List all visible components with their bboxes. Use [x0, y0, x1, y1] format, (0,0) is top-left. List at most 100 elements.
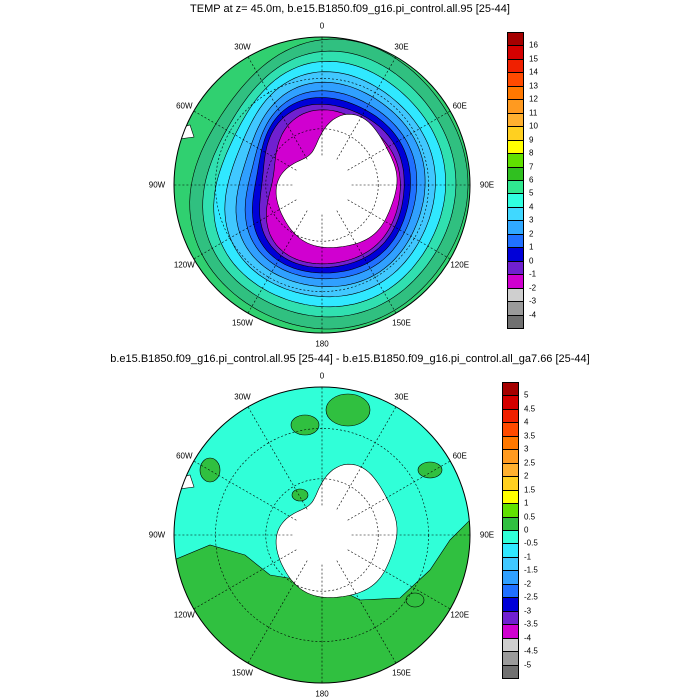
panel2-colorbar-label: 4.5 — [524, 404, 536, 414]
panel1-lon-label: 180 — [315, 339, 329, 349]
panel1-title: TEMP at z= 45.0m, b.e15.B1850.f09_g16.pi… — [190, 3, 510, 15]
panel1-colorbar-label: -1 — [529, 269, 537, 279]
panel2-colorbar-swatch — [502, 435, 519, 451]
panel1-colorbar-swatch — [507, 166, 524, 181]
panel1-colorbar-swatch — [507, 32, 524, 47]
panel1-colorbar-label: 3 — [529, 215, 534, 225]
panel2-positive-patch — [199, 457, 221, 483]
panel1-colorbar-swatch — [507, 287, 524, 303]
panel2-colorbar-label: 0.5 — [524, 512, 536, 522]
panel1-colorbar-label: 16 — [529, 40, 538, 50]
panel2-lon-label: 120E — [450, 610, 470, 619]
panel1-colorbar-swatch — [507, 112, 524, 128]
panel1-colorbar-swatch — [507, 126, 524, 141]
panel2-colorbar-label: 4 — [524, 417, 529, 427]
panel2-colorbar-label: -3.5 — [524, 619, 538, 629]
panel1-colorbar-swatch — [507, 301, 524, 316]
panel2-colorbar-label: -2 — [524, 579, 532, 589]
panel1-lon-label: 120W — [173, 260, 195, 269]
panel1-colorbar-label: 8 — [529, 148, 534, 158]
panel2-colorbar-label: -1.5 — [524, 565, 538, 575]
panel1-lon-label: 60E — [452, 101, 467, 110]
panel2-colorbar-swatch — [502, 597, 519, 612]
panel2-colorbar-label: -1 — [524, 552, 532, 562]
panel1-colorbar-swatch — [507, 274, 524, 289]
panel2-colorbar-swatch — [502, 395, 519, 410]
panel1-south-america-tip — [174, 124, 195, 141]
panel2-colorbar-label: 0 — [524, 525, 529, 535]
panel1-colorbar-swatch — [507, 99, 524, 114]
panel2-title: b.e15.B1850.f09_g16.pi_control.all.95 [2… — [110, 353, 590, 365]
panel2-colorbar-label: -4 — [524, 633, 532, 643]
panel2-map-boundary — [173, 386, 471, 684]
panel2-colorbar-swatch — [502, 382, 519, 397]
panel2-lon-label: 150E — [392, 668, 411, 678]
panel1-colorbar-label: 12 — [529, 94, 538, 104]
panel2-lon-label: 0 — [319, 371, 325, 381]
panel1-colorbar-label: 5 — [529, 188, 534, 198]
panel2-colorbar-swatch — [502, 516, 519, 531]
panel2-lon-label: 30E — [394, 392, 409, 402]
panel2-positive-region — [174, 519, 470, 683]
panel1-colorbar-swatch — [507, 153, 524, 168]
panel2-colorbar-label: 3 — [524, 444, 529, 454]
panel1-colorbar-label: -2 — [529, 283, 537, 293]
panel1-colorbar-swatch — [507, 193, 524, 208]
panel2-colorbar-swatch — [502, 530, 519, 545]
panel2-colorbar-swatch — [502, 610, 519, 626]
panel2-lon-label: 180 — [315, 689, 329, 699]
panel1-colorbar-swatch — [507, 72, 524, 87]
panel1-colorbar-label: 1 — [529, 242, 534, 252]
panel2-antarctica — [275, 463, 398, 598]
panel1-lon-label: 60W — [176, 101, 193, 110]
panel2-colorbar-swatch — [502, 651, 519, 666]
panel1-colorbar-label: -4 — [529, 310, 537, 320]
panel2-colorbar-swatch — [502, 664, 519, 679]
panel2-colorbar-label: -5 — [524, 660, 532, 670]
panel2-lon-label: 90E — [479, 530, 495, 540]
panel1-colorbar-label: 0 — [529, 256, 534, 266]
panel2-positive-patch — [291, 488, 309, 502]
panel2-colorbar-label: -0.5 — [524, 538, 538, 548]
panel1-lon-label: 90E — [479, 180, 495, 190]
panel1-colorbar-label: 4 — [529, 202, 534, 212]
panel1-colorbar-label: 6 — [529, 175, 534, 185]
panel1-colorbar-swatch — [507, 206, 524, 222]
panel2-colorbar-swatch — [502, 624, 519, 639]
panel1-lon-label: 150E — [392, 318, 411, 328]
panel1-colorbar-label: -3 — [529, 296, 537, 306]
panel2-positive-patch — [290, 414, 320, 436]
panel2-colorbar-swatch — [502, 462, 519, 478]
panel2-lon-label: 60W — [176, 451, 193, 460]
panel1-colorbar-label: 14 — [529, 67, 538, 77]
panel2-colorbar-swatch — [502, 422, 519, 437]
panel1-map-boundary — [173, 36, 471, 334]
panel2-lon-label: 150W — [232, 668, 253, 678]
panel2-colorbar-label: 5 — [524, 390, 529, 400]
panel2-colorbar-swatch — [502, 408, 519, 424]
panel1-antarctica — [275, 113, 398, 248]
panel1-colorbar-swatch — [507, 85, 524, 101]
panel2-colorbar-label: -2.5 — [524, 592, 538, 602]
panel2-colorbar-label: -4.5 — [524, 646, 538, 656]
panel1-colorbar-label: 2 — [529, 229, 534, 239]
panel1-colorbar-label: 7 — [529, 162, 534, 172]
panel1-lon-label: 120E — [450, 260, 470, 269]
panel1-colorbar-swatch — [507, 260, 524, 276]
panel1-colorbar-swatch — [507, 58, 524, 74]
panel1-colorbar-swatch — [507, 233, 524, 249]
panel2-positive-patch — [405, 592, 425, 608]
panel2-latitude-line — [265, 478, 379, 592]
panel2-colorbar-swatch — [502, 570, 519, 585]
panel2-colorbar-swatch — [502, 476, 519, 491]
panel2-colorbar-label: 3.5 — [524, 431, 536, 441]
panel2-colorbar-swatch — [502, 449, 519, 464]
panel1-colorbar-swatch — [507, 139, 524, 155]
panel1-colorbar-swatch — [507, 247, 524, 262]
panel2-colorbar-swatch — [502, 637, 519, 653]
panel1-latitude-line — [265, 128, 379, 242]
panel2-lon-label: 120W — [173, 610, 195, 619]
panel2-colorbar-swatch — [502, 556, 519, 572]
panel1-colorbar-label: 10 — [529, 121, 538, 131]
